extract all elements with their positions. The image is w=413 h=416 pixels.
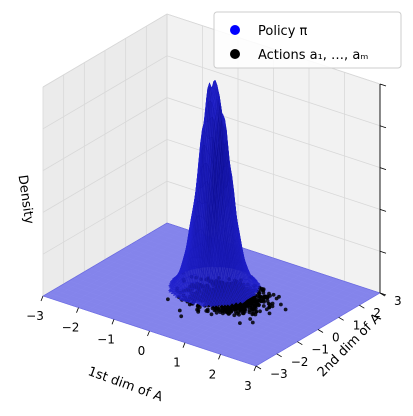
action-point xyxy=(261,304,266,308)
policy-surface xyxy=(167,79,262,308)
surface-facet xyxy=(218,302,223,307)
x-tick-label: 3 xyxy=(244,379,252,393)
action-point xyxy=(258,309,262,314)
surface-facet xyxy=(215,302,220,307)
legend: Policy π Actions a₁, …, aₘ xyxy=(213,11,402,69)
x-axis-label: 1st dim of A xyxy=(86,364,165,405)
surface-facet xyxy=(221,302,226,307)
action-point xyxy=(250,312,255,317)
action-point xyxy=(256,303,261,308)
legend-label-policy: Policy π xyxy=(258,24,308,39)
action-point xyxy=(212,308,217,313)
y-tick-label: 3 xyxy=(394,294,402,308)
action-point xyxy=(187,302,192,307)
action-point xyxy=(238,321,242,325)
floor-mesh-line xyxy=(146,235,360,306)
action-point xyxy=(232,313,237,318)
y-tick-label: 2 xyxy=(373,306,381,320)
action-point xyxy=(267,311,272,316)
action-point xyxy=(214,310,219,315)
y-tick xyxy=(359,304,365,309)
y-tick xyxy=(297,341,303,346)
surface-facet xyxy=(227,302,231,307)
action-point xyxy=(253,312,258,317)
z-tick xyxy=(379,83,387,87)
surface-facet xyxy=(205,303,209,307)
surface-facet xyxy=(224,302,228,307)
action-point xyxy=(257,291,262,296)
x-tick xyxy=(218,354,221,360)
x-tick xyxy=(147,330,150,337)
y-tick-label: −2 xyxy=(291,355,309,369)
x-tick-label: −3 xyxy=(26,309,44,323)
x-tick xyxy=(111,319,115,325)
action-point xyxy=(237,312,241,317)
surface-facet xyxy=(202,303,206,308)
x-tick xyxy=(40,295,44,302)
z-tick xyxy=(379,209,387,212)
surface-facet xyxy=(209,303,214,308)
action-point xyxy=(196,310,201,314)
action-point xyxy=(226,312,231,316)
action-point xyxy=(204,309,209,313)
x-tick-label: 0 xyxy=(138,344,146,358)
floor-mesh-line xyxy=(238,287,363,361)
z-axis-label: Density xyxy=(15,174,37,225)
action-point xyxy=(261,290,266,295)
action-point xyxy=(283,307,288,312)
action-point xyxy=(197,305,202,309)
x-tick-label: −1 xyxy=(97,332,115,346)
z-tick xyxy=(379,125,387,129)
legend-marker-actions xyxy=(230,49,240,59)
surface-facet xyxy=(240,300,244,304)
surface-facet xyxy=(212,303,217,308)
floor-mesh-line xyxy=(247,289,372,364)
y-tick-label: 0 xyxy=(332,331,340,345)
action-point xyxy=(257,294,262,299)
action-point xyxy=(166,297,170,302)
action-point xyxy=(264,307,269,312)
y-tick xyxy=(317,329,324,333)
action-point xyxy=(248,317,253,321)
action-point xyxy=(271,292,276,297)
x-tick-label: 1 xyxy=(173,356,181,370)
y-tick xyxy=(255,365,262,370)
action-point xyxy=(209,312,214,317)
action-point xyxy=(221,311,225,316)
legend-box xyxy=(213,11,402,69)
action-point xyxy=(270,304,275,309)
legend-label-actions: Actions a₁, …, aₘ xyxy=(258,48,368,63)
y-tick-label: 1 xyxy=(353,318,361,332)
y-tick xyxy=(338,316,344,321)
x-tick xyxy=(76,307,79,313)
legend-marker-policy xyxy=(230,25,240,35)
x-tick xyxy=(182,342,186,348)
action-point xyxy=(179,314,184,319)
y-tick-label: −1 xyxy=(311,343,329,357)
action-point xyxy=(247,310,252,315)
x-tick-label: −2 xyxy=(62,321,80,335)
action-point xyxy=(262,300,266,304)
z-tick xyxy=(379,250,387,254)
action-point xyxy=(274,296,279,301)
action-point xyxy=(279,302,283,307)
z-tick xyxy=(379,167,387,170)
z-tick xyxy=(379,292,387,296)
action-point xyxy=(177,308,182,313)
x-tick xyxy=(253,365,257,372)
surface-facet xyxy=(235,300,240,305)
floor-mesh-line xyxy=(229,284,354,358)
surface-facet xyxy=(231,301,236,306)
action-point xyxy=(241,311,246,316)
surface-facet xyxy=(192,301,196,305)
action-point xyxy=(250,320,255,325)
action-point xyxy=(259,288,263,292)
x-tick-label: 2 xyxy=(209,367,217,381)
y-tick xyxy=(276,353,282,358)
y-tick-label: −3 xyxy=(270,367,288,381)
